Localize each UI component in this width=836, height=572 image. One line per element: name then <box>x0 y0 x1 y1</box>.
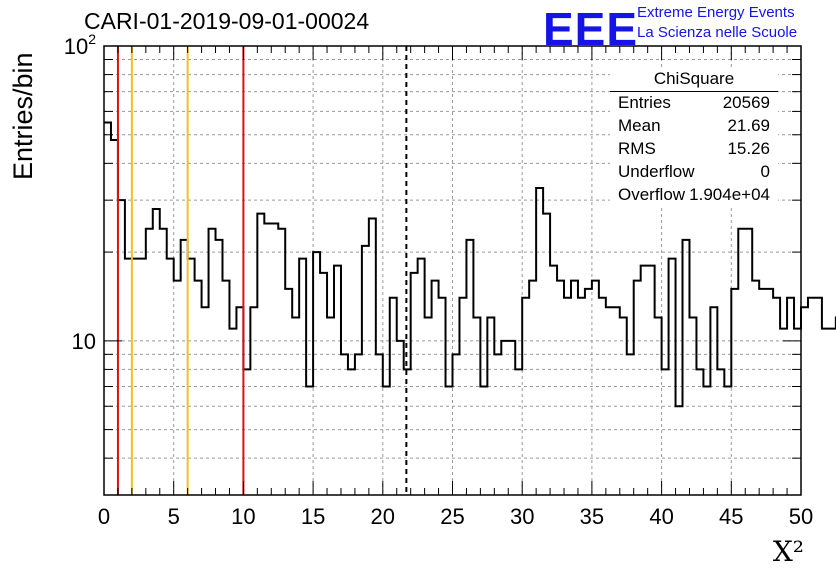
x-tick-label: 40 <box>649 504 673 529</box>
logo-line-2: La Scienza nelle Scuole <box>637 24 798 41</box>
x-tick-label: 35 <box>580 504 604 529</box>
stats-label: Mean <box>618 116 661 135</box>
stats-row: RMS 15.26 <box>618 139 770 161</box>
stats-row: Underflow 0 <box>618 162 770 184</box>
stats-value: 0 <box>760 162 770 181</box>
x-tick-label: 45 <box>719 504 743 529</box>
x-tick-label: 50 <box>789 504 813 529</box>
x-tick-label: 20 <box>371 504 395 529</box>
stats-divider <box>610 91 778 92</box>
y-axis-label: Entries/bin <box>8 52 38 180</box>
x-axis-label: X² <box>772 535 804 568</box>
stats-label: RMS <box>618 139 656 158</box>
stats-value: 1.904e+04 <box>689 185 770 204</box>
eee-logo: EEE <box>543 3 639 55</box>
stats-value: 15.26 <box>727 139 770 158</box>
stats-label: Overflow <box>618 185 686 204</box>
stats-title: ChiSquare <box>653 69 735 88</box>
stats-row: Overflow 1.904e+04 <box>618 185 770 207</box>
x-tick-label: 30 <box>510 504 534 529</box>
histogram-layer <box>104 121 836 408</box>
histogram-outline <box>104 121 836 408</box>
stats-box: ChiSquare Entries 20569 Mean 21.69 RMS 1… <box>610 67 778 207</box>
x-tick-label: 5 <box>168 504 180 529</box>
chart-title: CARI-01-2019-09-01-00024 <box>84 8 370 34</box>
y-tick-label: 102 <box>64 31 96 59</box>
stats-value: 20569 <box>722 93 770 112</box>
y-tick-label: 10 <box>72 329 96 354</box>
stats-row: Entries 20569 <box>618 93 770 115</box>
logo-line-1: Extreme Energy Events <box>637 4 795 21</box>
stats-value: 21.69 <box>727 116 770 135</box>
stats-label: Underflow <box>618 162 695 181</box>
stats-row: Mean 21.69 <box>618 116 770 138</box>
reference-lines <box>116 46 408 495</box>
x-tick-label: 0 <box>98 504 110 529</box>
stats-label: Entries <box>618 93 671 112</box>
axes: 0 5 10 15 20 25 30 35 40 45 50 10 102 <box>64 31 814 529</box>
x-tick-label: 15 <box>301 504 325 529</box>
x-tick-label: 10 <box>231 504 255 529</box>
x-tick-label: 25 <box>440 504 464 529</box>
